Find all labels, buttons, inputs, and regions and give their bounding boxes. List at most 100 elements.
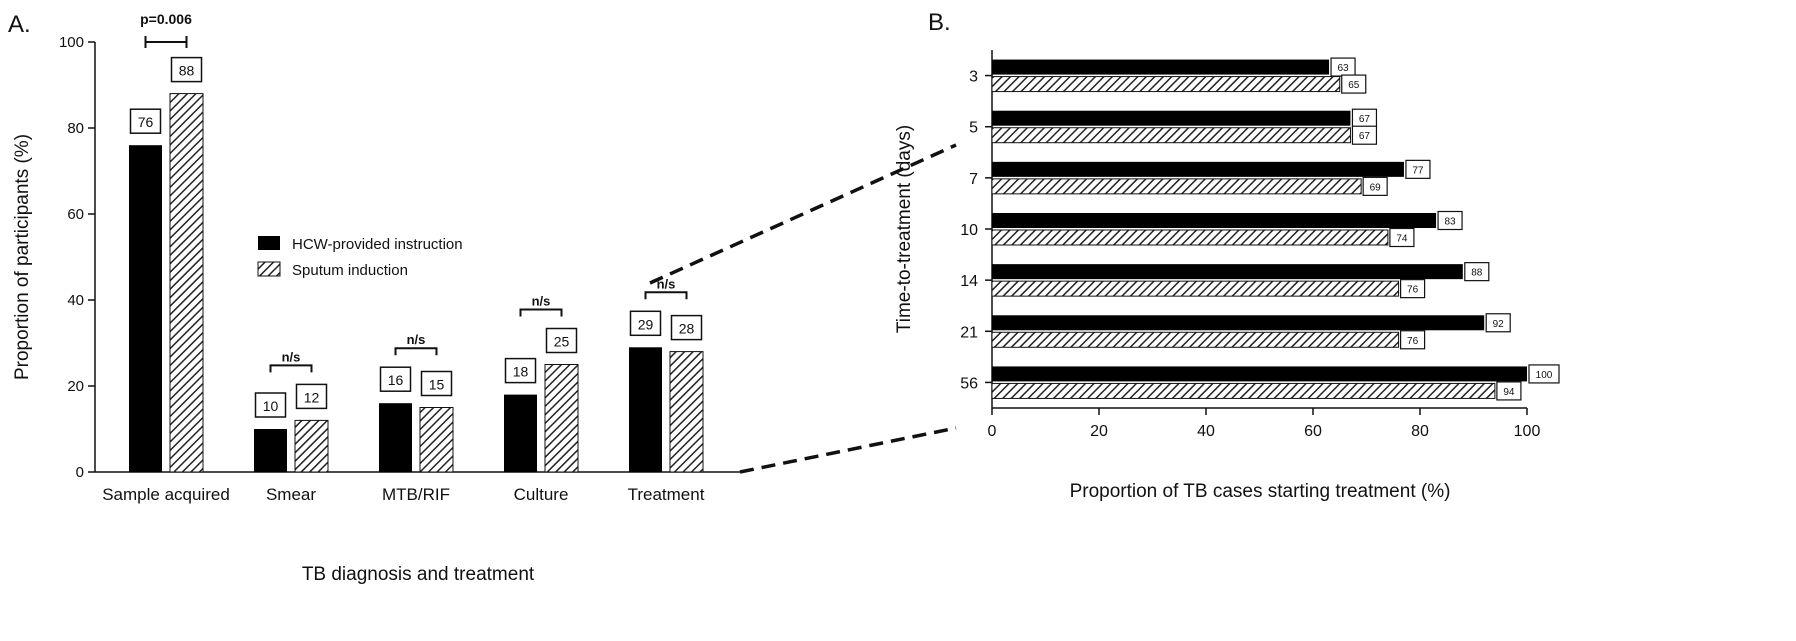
data-label-box xyxy=(1351,125,1378,145)
data-label-box xyxy=(1405,159,1431,179)
y-tick-label-b: 10 xyxy=(960,222,978,239)
y-tick-label-a: 20 xyxy=(67,378,84,395)
x-tick-label-b: 60 xyxy=(1304,423,1322,440)
data-label-box xyxy=(629,310,662,337)
data-label: 67 xyxy=(1359,114,1371,125)
legend-swatch-solid xyxy=(258,236,280,250)
bar xyxy=(669,351,704,473)
x-tick-label-b: 40 xyxy=(1197,423,1215,440)
y-tick-label-a: 60 xyxy=(67,206,84,223)
bar xyxy=(992,366,1527,382)
bar xyxy=(504,394,537,472)
data-label-box xyxy=(1399,279,1426,299)
bar xyxy=(991,229,1389,246)
y-tick-label-a: 80 xyxy=(67,120,84,137)
sig-bracket xyxy=(394,347,438,356)
ns-label: n/s xyxy=(532,294,551,309)
y-tick-label-b: 56 xyxy=(960,375,978,392)
x-tick-label-b: 20 xyxy=(1090,423,1108,440)
bar xyxy=(992,110,1351,126)
bar xyxy=(992,264,1463,280)
data-label-box xyxy=(129,108,162,134)
data-label: 77 xyxy=(1412,165,1424,176)
bar xyxy=(992,59,1330,75)
data-label: 76 xyxy=(1407,285,1419,296)
sig-bracket xyxy=(519,308,563,317)
y-tick-label-a: 0 xyxy=(76,464,84,481)
data-label-box xyxy=(170,56,203,83)
data-label-box xyxy=(1362,176,1388,196)
data-label-box xyxy=(504,357,537,384)
data-label: 12 xyxy=(304,389,320,405)
data-label-box xyxy=(1485,313,1511,333)
bar xyxy=(129,145,162,472)
zoom-connector-top xyxy=(649,143,957,285)
x-tick-label-b: 100 xyxy=(1514,423,1541,440)
x-tick-label-b: 0 xyxy=(988,423,997,440)
y-tick-label-b: 21 xyxy=(960,324,978,341)
p-value-label: p=0.006 xyxy=(140,11,192,27)
data-label: 88 xyxy=(179,63,195,79)
legend-swatch-hatched xyxy=(257,261,281,277)
data-label: 63 xyxy=(1337,63,1349,74)
y-tick-label-b: 5 xyxy=(969,120,978,137)
y-tick-label-a: 100 xyxy=(59,34,84,51)
sig-bracket xyxy=(269,364,313,373)
x-axis-title-b: Proportion of TB cases starting treatmen… xyxy=(1070,481,1451,502)
data-label-box xyxy=(379,366,412,392)
data-label: 100 xyxy=(1536,370,1553,381)
data-label: 76 xyxy=(138,114,154,130)
zoom-connector-bottom xyxy=(739,426,957,474)
bar xyxy=(544,364,579,473)
legend-a: HCW-provided instruction Sputum inductio… xyxy=(257,236,463,279)
panel-label-a: A. xyxy=(8,11,31,38)
panel-label-b: B. xyxy=(928,9,951,36)
y-tick-label-b: 3 xyxy=(969,69,978,86)
bar xyxy=(991,178,1362,195)
ns-label: n/s xyxy=(657,276,676,291)
x-tick-label-a: Smear xyxy=(266,485,316,504)
bar xyxy=(254,429,287,472)
x-axis-title-a: TB diagnosis and treatment xyxy=(302,564,535,585)
data-label: 92 xyxy=(1493,319,1505,330)
data-label: 29 xyxy=(638,316,654,332)
data-label-box xyxy=(1399,330,1426,350)
bar xyxy=(629,347,662,472)
bar xyxy=(992,315,1485,331)
bar xyxy=(991,331,1400,348)
ns-label: n/s xyxy=(282,349,301,364)
x-tick-label-b: 80 xyxy=(1411,423,1429,440)
legend-label-hcw: HCW-provided instruction xyxy=(292,236,463,253)
data-label-box xyxy=(1341,74,1367,94)
y-tick-label-b: 7 xyxy=(969,171,978,188)
data-label: 65 xyxy=(1348,80,1360,91)
x-tick-label-a: Treatment xyxy=(628,485,705,504)
data-label: 94 xyxy=(1503,387,1515,398)
data-label: 25 xyxy=(554,334,570,350)
x-tick-label-a: MTB/RIF xyxy=(382,485,450,504)
data-label: 10 xyxy=(263,398,279,414)
ns-label: n/s xyxy=(407,332,426,347)
x-tick-label-a: Culture xyxy=(514,485,569,504)
y-tick-label-a: 40 xyxy=(67,292,84,309)
bar xyxy=(991,76,1341,93)
data-label: 69 xyxy=(1370,182,1382,193)
data-label: 83 xyxy=(1444,217,1456,228)
data-label: 18 xyxy=(513,364,529,380)
y-tick-label-b: 14 xyxy=(960,273,978,290)
data-label-box xyxy=(1528,364,1560,384)
data-label-box xyxy=(295,383,328,410)
data-label: 76 xyxy=(1407,336,1419,347)
bar xyxy=(992,161,1404,177)
bar xyxy=(991,382,1496,399)
data-label: 16 xyxy=(388,372,404,388)
data-label: 74 xyxy=(1396,234,1408,245)
data-label: 28 xyxy=(679,321,695,337)
bar xyxy=(294,419,329,473)
y-axis-title-b: Time-to-treatment (days) xyxy=(894,125,915,333)
data-label: 15 xyxy=(429,377,445,393)
legend-label-sputum: Sputum induction xyxy=(292,262,408,279)
bar xyxy=(991,127,1351,144)
data-label-box xyxy=(1496,381,1522,401)
